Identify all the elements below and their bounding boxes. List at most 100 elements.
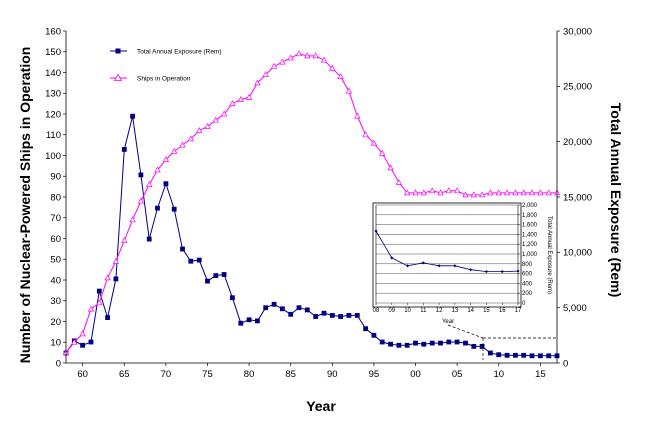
point-exposure [163,181,169,187]
point-ships [154,166,161,173]
inset-connector-left [447,324,484,339]
inset-point [484,270,488,274]
point-exposure [188,258,194,264]
inset-y-tick-label: 200 [522,291,533,297]
point-ships [528,189,536,196]
point-exposure [504,352,510,358]
point-ships [362,131,369,138]
point-ships [212,116,219,123]
point-ships [404,189,411,196]
point-ships [171,147,178,154]
x-axis: 60 65 70 75 80 85 90 95 00 05 10 15 [77,363,546,380]
inset-frame [372,202,522,308]
legend: Total Annual Exposure (Rem) Ships in Ope… [110,48,222,83]
y-left-tick-label: 10 [50,338,61,349]
y-right-axis-title: Total Annual Exposure (Rem) [608,103,624,297]
y-left-tick-label: 90 [50,172,61,183]
x-tick-label: 95 [369,369,380,380]
point-ships [121,237,128,243]
y-left-tick-label: 40 [50,275,61,286]
point-exposure [296,305,302,311]
inset-y-tick-label: 800 [522,262,533,268]
point-ships [220,110,228,117]
series-layer [62,50,561,359]
point-ships [329,64,336,71]
point-ships [478,191,486,198]
point-exposure [304,307,310,313]
inset-point [406,264,410,268]
point-exposure [538,353,543,359]
point-exposure [213,273,219,278]
y-left-axis: 0 10 20 30 40 50 60 70 80 90 100 110 120 130 140 150 160 [45,26,66,369]
inset-point [516,269,520,273]
point-ships [295,50,303,57]
inset-connector [447,324,556,360]
point-ships [187,135,194,142]
legend-label-exposure: Total Annual Exposure (Rem) [137,49,222,56]
inset-x-axis: 08 09 10 11 12 13 14 15 16 17 [373,303,522,314]
point-exposure [146,236,152,242]
point-exposure [521,352,527,358]
inset-y-tick-label: 400 [522,281,533,287]
y-left-tick-label: 120 [45,109,61,120]
x-tick-label: 05 [452,369,463,380]
point-ships [245,93,253,100]
x-tick-label: 75 [202,369,213,380]
inset-x-tick-label: 15 [483,308,490,314]
inset-gridlines [375,204,519,304]
point-exposure [429,340,435,346]
x-tick-label: 80 [244,369,255,380]
point-exposure [246,317,252,323]
x-tick-label: 85 [285,369,296,380]
point-exposure [171,206,177,212]
point-exposure [96,288,102,294]
point-ships [495,189,502,196]
point-exposure [280,306,285,312]
point-ships [304,52,311,59]
point-exposure [438,340,443,346]
point-exposure [371,332,377,338]
inset-y-tick-label: 1,200 [522,242,538,248]
inset-series-layer [374,229,520,274]
inset-point [437,264,441,268]
point-exposure [496,352,502,358]
point-exposure [180,246,185,252]
point-ships [412,189,419,196]
point-exposure [155,205,160,211]
point-ships [345,87,353,94]
point-exposure [346,313,352,318]
y-right-tick-label: 0 [563,358,568,369]
inset-x-tick-label: 12 [436,308,443,314]
point-ships [420,189,427,196]
point-ships [354,112,361,119]
y-left-tick-label: 100 [45,151,61,162]
y-left-tick-label: 70 [50,213,61,224]
point-ships [104,274,111,281]
inset-x-axis-title: Year [442,319,454,325]
point-exposure [88,339,94,345]
point-ships [337,73,344,79]
y-left-tick-label: 130 [45,89,61,100]
point-exposure [404,342,410,348]
inset-x-tick-label: 10 [404,308,411,314]
point-ships [470,191,477,198]
point-exposure [354,313,360,318]
point-ships [196,127,203,133]
point-ships [270,62,278,69]
point-exposure [138,172,144,178]
x-axis-title: Year [306,398,336,414]
point-exposure [205,278,210,284]
inset-x-tick-label: 16 [499,308,506,314]
point-exposure [80,342,85,348]
inset-point [421,261,425,265]
inset-y-tick-label: 1,800 [522,213,538,219]
point-ships [112,257,120,264]
y-right-tick-label: 15,000 [563,192,592,203]
point-exposure [221,272,227,277]
inset-point [390,256,394,260]
point-exposure [313,314,319,319]
x-tick-label: 90 [327,369,338,380]
point-ships [387,164,394,171]
point-ships [503,189,511,196]
